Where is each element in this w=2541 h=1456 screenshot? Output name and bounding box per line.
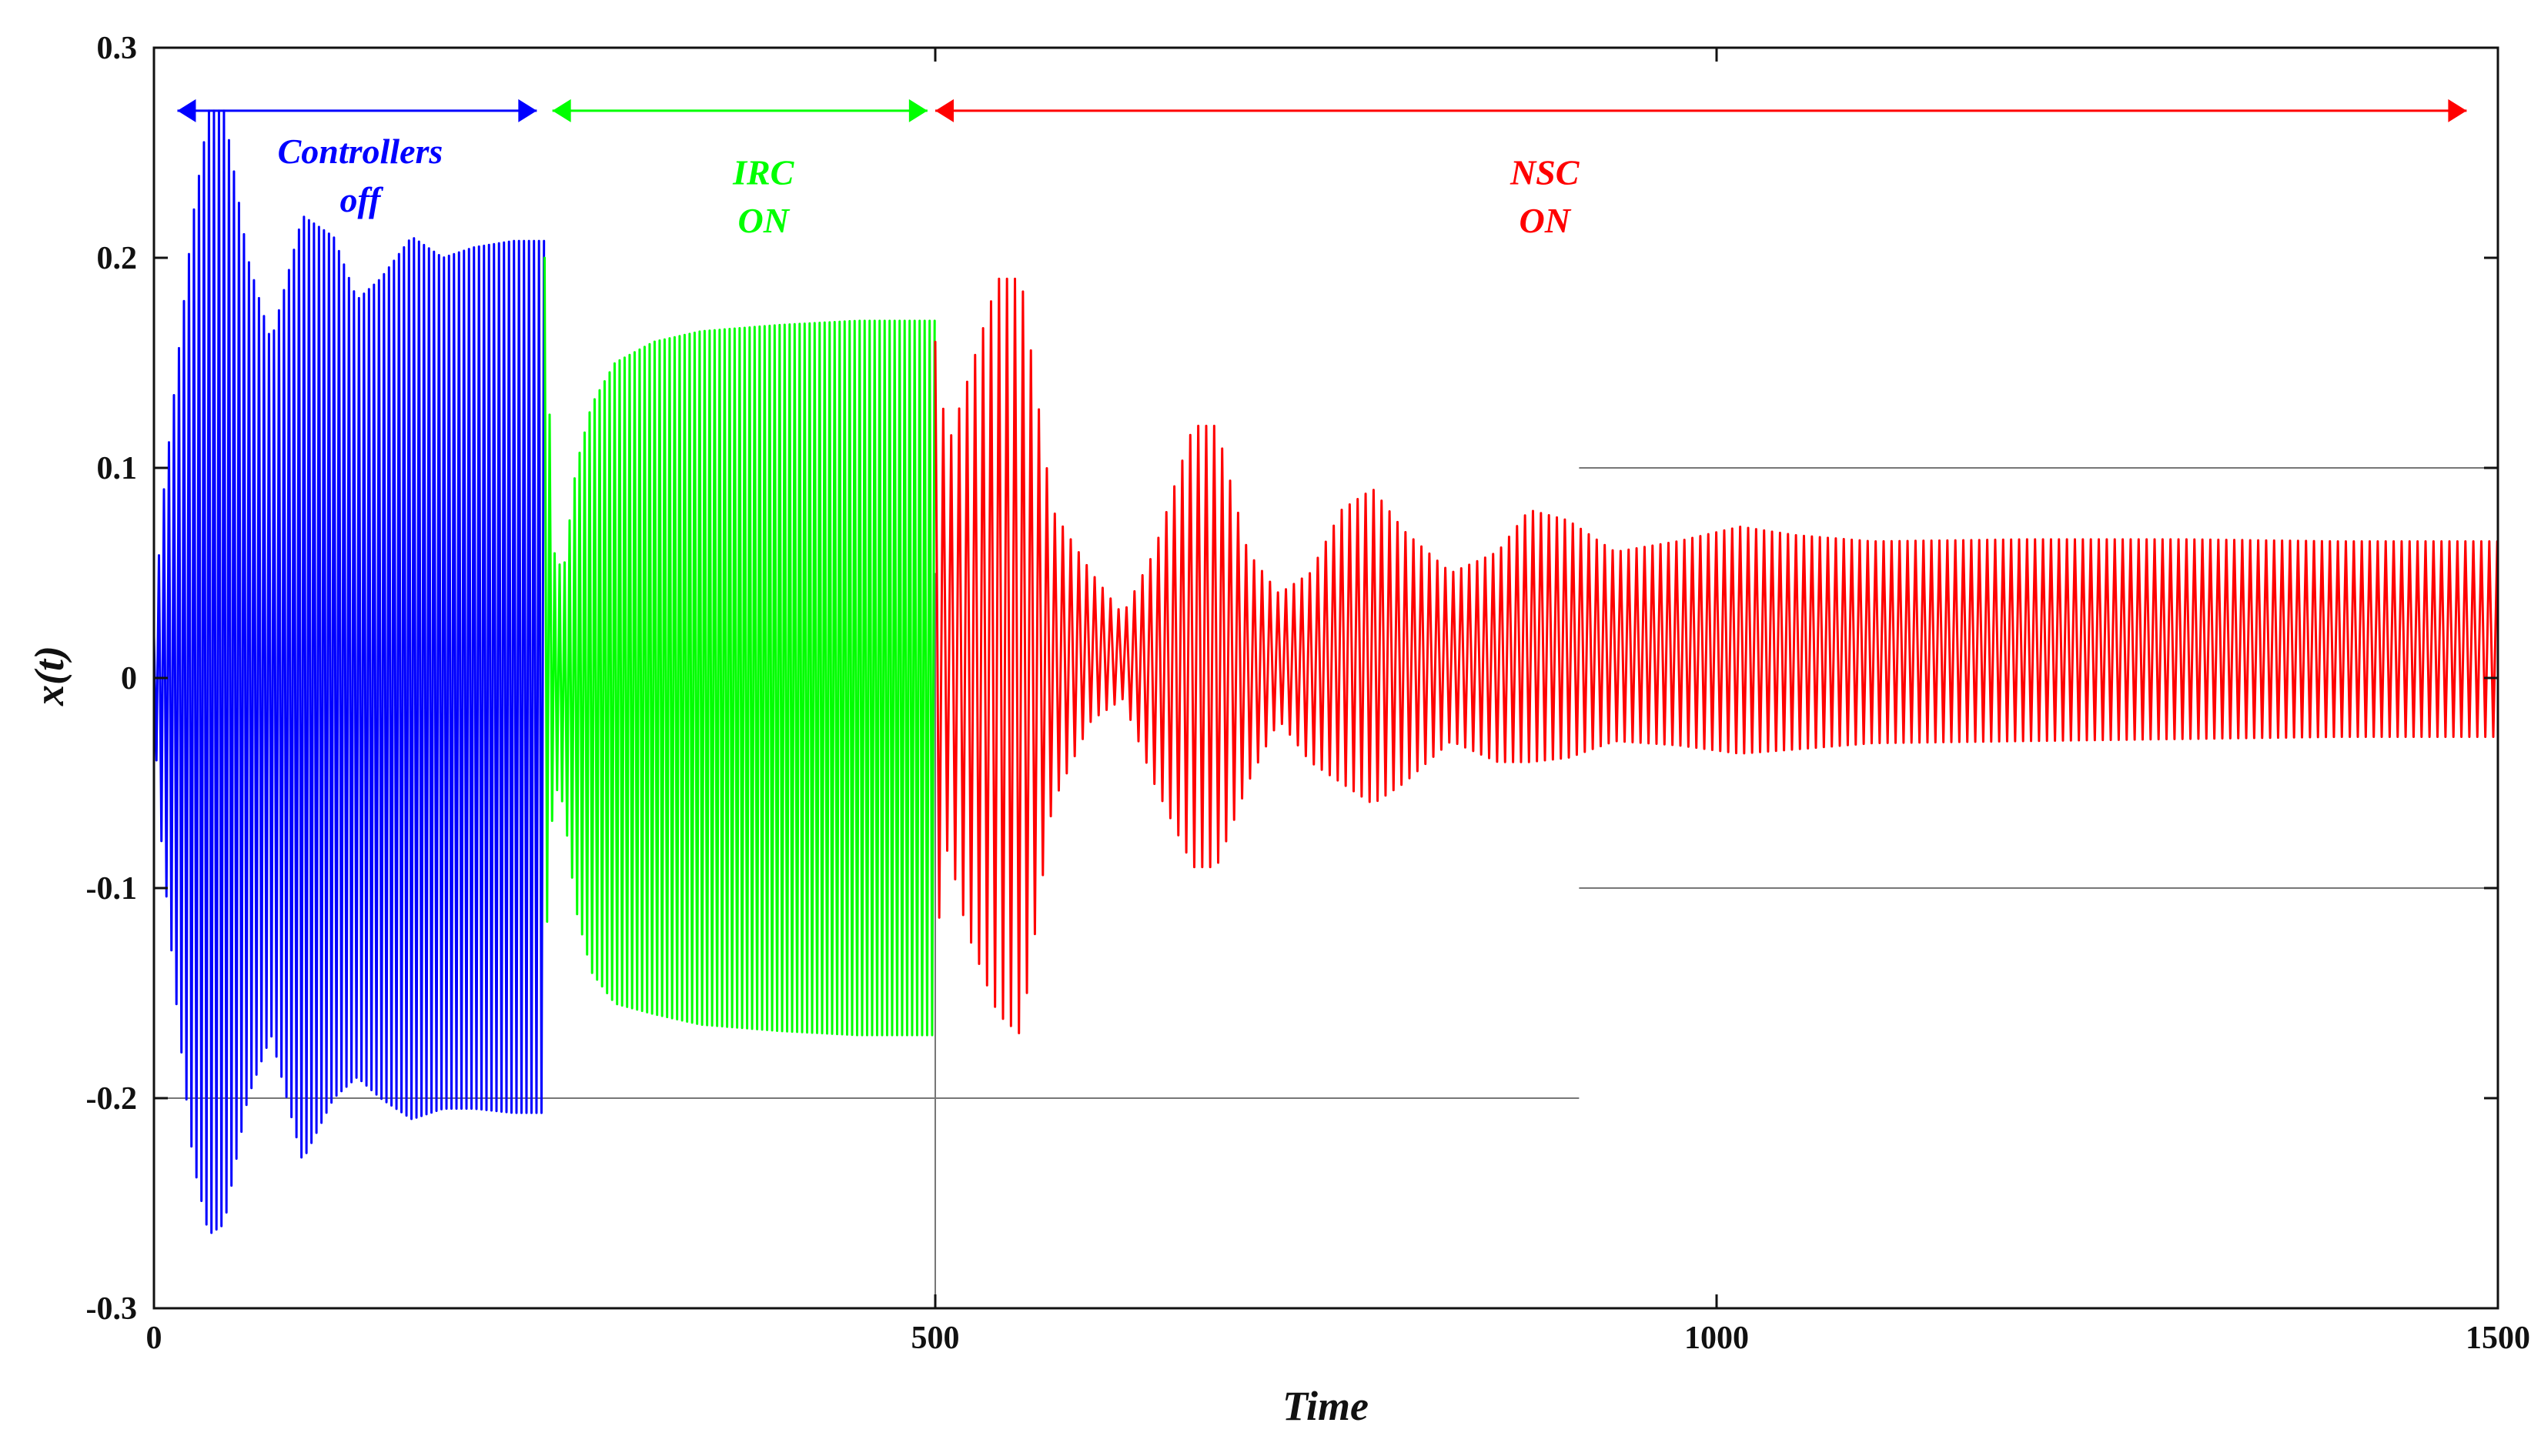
series-2-line [934, 277, 2499, 1034]
y-tick-label-3: 0 [121, 661, 137, 696]
nsc-on-label-line-1: ON [1519, 201, 1571, 240]
controllers-off-label-line-0: Controllers [278, 132, 443, 171]
x-tick-label-1: 500 [911, 1321, 960, 1356]
x-tick-label-0: 0 [146, 1321, 162, 1356]
nsc-on-label-line-0: NSC [1510, 152, 1580, 192]
y-axis-title: x(t) [26, 646, 72, 706]
y-tick-label-2: 0.1 [97, 451, 138, 486]
axes-layer: 0 500 1000 1500 0.3 0.2 0.1 0 -0.1 -0.2 -0.3 [86, 31, 2531, 1356]
y-tick-label-0: 0.3 [97, 31, 138, 66]
x-axis-title: Time [1282, 1383, 1369, 1429]
y-tick-label-4: -0.1 [86, 871, 138, 907]
y-tick-label-5: -0.2 [86, 1081, 138, 1117]
series-1-line [543, 256, 936, 1037]
irc-on-label-line-1: ON [737, 201, 790, 240]
irc-on-label-line-0: IRC [732, 152, 795, 192]
y-tick-label-1: 0.2 [97, 241, 138, 276]
x-tick-label-2: 1000 [1684, 1321, 1749, 1356]
x-tick-label-3: 1500 [2466, 1321, 2530, 1356]
annotation-layer: Controllers off IRC ON NSC ON [177, 99, 2467, 240]
y-tick-label-6: -0.3 [86, 1291, 138, 1327]
controllers-off-label-line-1: off [340, 180, 384, 219]
